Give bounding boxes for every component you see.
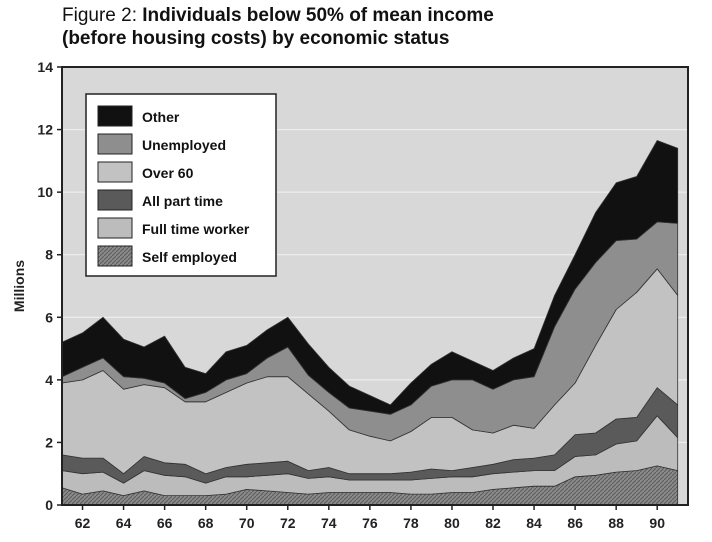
y-tick-label: 0: [45, 497, 53, 513]
x-axis-ticks: 62 64 66 68 70 72 74 76 78 80 82 84 86 88 90: [75, 505, 665, 531]
x-tick-label: 80: [444, 515, 460, 531]
y-tick-label: 6: [45, 309, 53, 325]
x-tick-label: 72: [280, 515, 296, 531]
x-tick-label: 76: [362, 515, 378, 531]
chart-title-line2: (before housing costs) by economic statu…: [62, 28, 450, 49]
x-tick-label: 64: [116, 515, 132, 531]
y-axis-ticks: 0 2 4 6 8 10 12 14: [37, 59, 62, 513]
legend: Other Unemployed Over 60 All part time Full …: [85, 93, 277, 277]
legend-entry: All part time: [142, 193, 223, 209]
x-tick-label: 78: [403, 515, 419, 531]
y-tick-label: 8: [45, 247, 53, 263]
chart-title-line1: Individuals below 50% of mean income: [142, 5, 494, 26]
x-tick-label: 70: [239, 515, 255, 531]
x-tick-label: 62: [75, 515, 91, 531]
area-other: [61, 140, 679, 415]
y-axis-label: Millions: [11, 260, 27, 312]
y-tick-label: 12: [37, 122, 53, 138]
legend-swatch: [97, 105, 133, 127]
chart-title: Figure 2: Individuals below 50% of mean …: [62, 4, 702, 50]
x-tick-label: 66: [157, 515, 173, 531]
plot-frame: [61, 66, 689, 506]
x-tick-label: 74: [321, 515, 337, 531]
legend-entry: Other: [142, 109, 180, 125]
y-tick-label: 10: [37, 184, 53, 200]
series-areas: [61, 140, 679, 506]
x-tick-label: 84: [526, 515, 542, 531]
x-tick-label: 86: [567, 515, 583, 531]
y-tick-label: 4: [45, 372, 53, 388]
legend-entry: Full time worker: [142, 221, 250, 237]
legend-entry: Unemployed: [142, 137, 226, 153]
legend-swatch: [97, 245, 133, 267]
x-tick-label: 88: [608, 515, 624, 531]
chart-title-prefix: Figure 2:: [62, 5, 143, 26]
x-tick-label: 90: [649, 515, 665, 531]
x-tick-label: 82: [485, 515, 501, 531]
legend-swatch: [97, 217, 133, 239]
legend-swatch: [97, 133, 133, 155]
legend-swatch: [97, 161, 133, 183]
legend-swatch: [97, 189, 133, 211]
y-tick-label: 14: [37, 59, 53, 75]
y-tick-label: 2: [45, 434, 53, 450]
x-tick-label: 68: [198, 515, 214, 531]
legend-entry: Over 60: [142, 165, 194, 181]
legend-entry: Self employed: [142, 249, 237, 265]
